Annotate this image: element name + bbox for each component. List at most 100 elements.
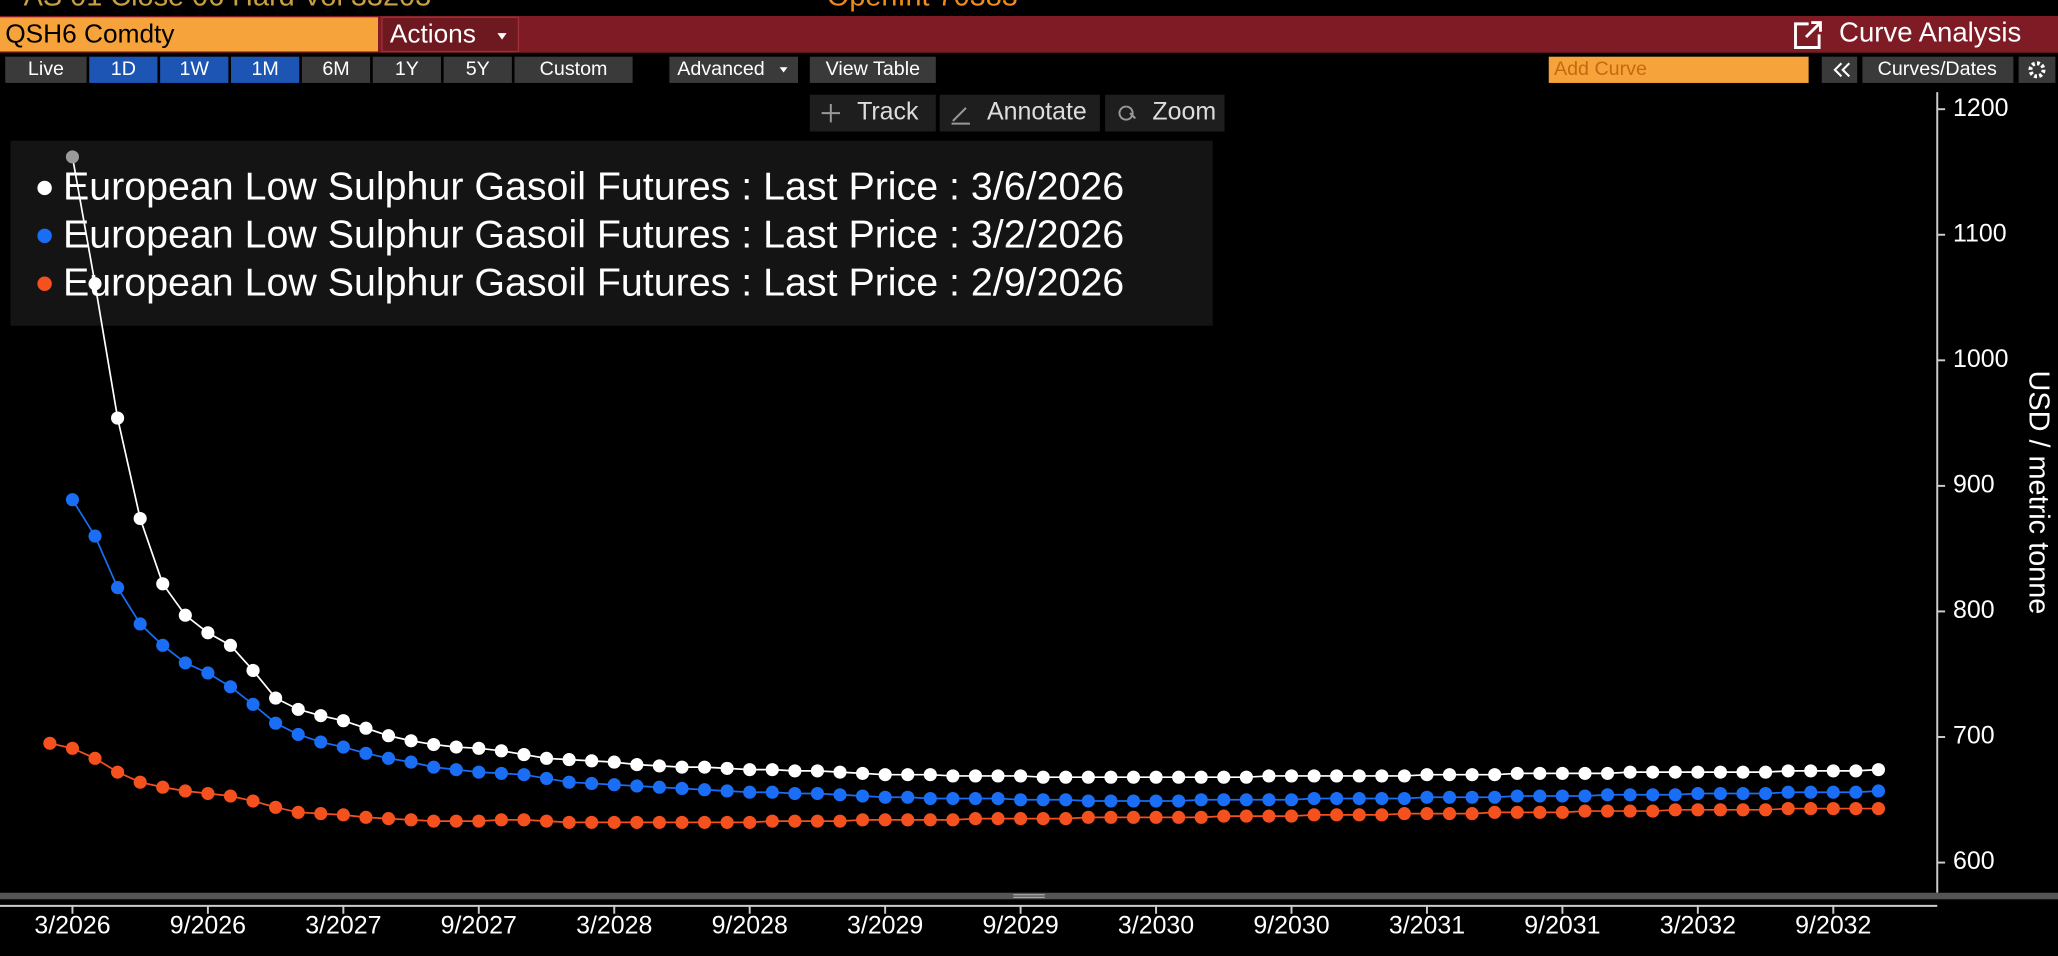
data-point (269, 691, 283, 705)
data-point (1804, 802, 1818, 816)
data-point (652, 815, 666, 829)
advanced-button[interactable] (669, 56, 798, 83)
data-point (1081, 770, 1095, 784)
data-point (1713, 765, 1727, 779)
ticker-input[interactable] (0, 17, 378, 52)
data-point (1081, 794, 1095, 808)
data-point (720, 761, 734, 775)
data-point (1262, 793, 1276, 807)
data-point (630, 758, 644, 772)
data-point (1239, 793, 1253, 807)
data-point (1081, 810, 1095, 824)
data-point (1849, 764, 1863, 778)
data-point (697, 783, 712, 797)
y-tick-label: 600 (1953, 847, 1995, 875)
data-point (1104, 770, 1118, 784)
data-point (1284, 769, 1299, 783)
data-point (291, 727, 305, 742)
data-point (1036, 812, 1050, 826)
data-point (111, 765, 125, 779)
x-tick-label: 3/2027 (305, 911, 381, 939)
y-tick-label: 1200 (1953, 94, 2008, 122)
data-point (968, 812, 983, 826)
data-point (1826, 802, 1840, 816)
view-table-button[interactable] (809, 56, 936, 83)
data-point (810, 786, 824, 801)
data-point (810, 764, 824, 778)
data-point (1804, 785, 1818, 799)
data-point (223, 789, 238, 803)
data-point (1375, 769, 1389, 783)
zoom-icon (1118, 105, 1137, 121)
data-point (1059, 770, 1073, 784)
data-point (1578, 766, 1592, 780)
data-point (1555, 789, 1569, 803)
data-point (359, 721, 373, 735)
data-point (991, 812, 1005, 826)
data-point (1555, 766, 1569, 780)
period-label: Custom (540, 58, 608, 80)
y-axis-label: USD / metric tonne (2022, 371, 2054, 615)
data-point (1036, 793, 1050, 807)
data-point (359, 810, 373, 824)
data-point (1397, 807, 1411, 821)
data-point (404, 734, 418, 748)
data-point (1014, 769, 1028, 783)
period-button[interactable] (160, 56, 229, 83)
period-button[interactable] (372, 56, 441, 83)
curves-dates-button[interactable] (1862, 56, 2014, 83)
data-point (1759, 786, 1773, 801)
actions-button[interactable] (381, 16, 520, 53)
data-point (269, 716, 283, 730)
tool-button[interactable] (1105, 94, 1225, 132)
collapse-button[interactable] (1821, 56, 1858, 83)
period-button[interactable] (301, 56, 371, 83)
data-point (878, 813, 892, 827)
data-point (991, 791, 1005, 806)
data-point (607, 815, 621, 829)
collapse-icon (1833, 62, 1851, 78)
data-point (1646, 788, 1660, 802)
data-point (1375, 808, 1389, 822)
tool-label: Zoom (1152, 98, 1216, 126)
data-point (1014, 812, 1028, 826)
popout-icon[interactable] (1794, 21, 1822, 49)
data-point (314, 735, 328, 749)
data-point (946, 791, 960, 806)
period-button[interactable] (89, 56, 158, 83)
data-point (269, 800, 283, 814)
actions-label: Actions (390, 19, 476, 49)
data-point (652, 759, 666, 773)
x-tick-label: 3/2026 (34, 911, 110, 939)
data-point (1036, 770, 1050, 784)
data-point (88, 277, 102, 291)
data-point (901, 768, 915, 782)
data-point (178, 608, 192, 622)
data-point (788, 764, 802, 778)
view-table-label: View Table (826, 58, 920, 80)
data-point (1262, 769, 1276, 783)
data-point (1420, 807, 1434, 821)
data-point (1194, 793, 1208, 807)
data-point (946, 769, 960, 783)
add-curve-input[interactable] (1548, 56, 1809, 83)
period-button[interactable] (231, 56, 300, 83)
data-point (494, 813, 508, 827)
data-point (1849, 802, 1863, 816)
y-tick-label: 1100 (1953, 219, 2007, 247)
tool-button[interactable] (939, 94, 1100, 132)
data-point (472, 814, 486, 828)
period-button[interactable] (514, 56, 633, 83)
dropdown-arrow (779, 67, 788, 73)
annotate-icon (951, 107, 970, 125)
data-point (878, 790, 892, 804)
data-point (1420, 768, 1434, 782)
data-point (1126, 794, 1141, 808)
period-button[interactable] (5, 56, 87, 83)
data-point (404, 755, 418, 769)
y-tick-label: 900 (1953, 470, 1995, 498)
data-point (1578, 789, 1592, 803)
settings-button[interactable] (2018, 56, 2056, 83)
period-button[interactable] (443, 56, 512, 83)
